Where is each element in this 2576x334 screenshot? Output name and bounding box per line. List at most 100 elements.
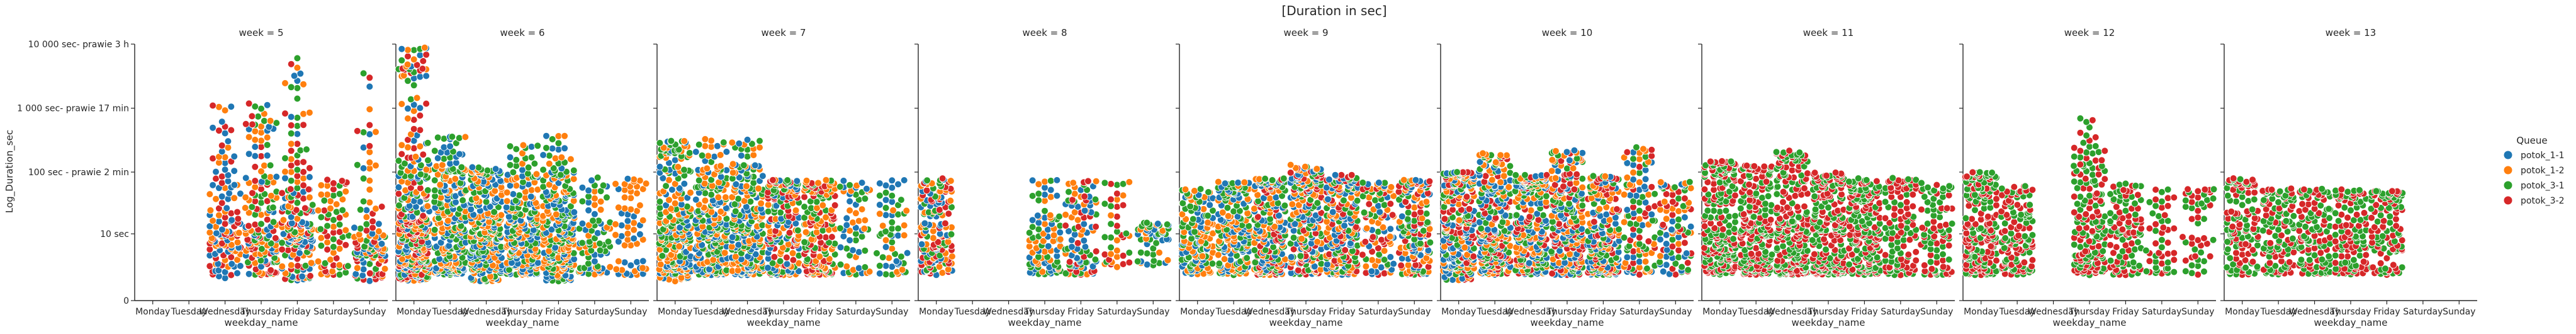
data-point [836,260,845,268]
data-point [327,256,334,263]
data-point [265,123,273,131]
data-point [849,219,857,226]
data-point [293,159,301,167]
x-tick-label: Monday [1441,307,1476,317]
data-point [548,135,556,143]
facet-title: week = 9 [1283,27,1328,38]
data-point [234,215,242,223]
data-point [215,103,223,111]
data-point [1302,163,1309,171]
data-point [636,202,644,209]
data-point [680,166,688,174]
data-point [430,147,439,155]
data-point [286,185,295,193]
data-point [591,257,599,265]
data-point [422,72,430,80]
data-point [293,172,301,180]
data-point [894,180,902,188]
data-point [1363,224,1371,233]
data-point [381,265,389,273]
data-point [578,239,586,247]
data-point [1053,176,1061,184]
data-point [633,258,641,266]
data-point [1066,258,1074,266]
data-point [855,264,863,272]
data-point [1091,195,1100,204]
data-point [784,176,791,184]
data-point [1387,183,1395,191]
data-point [251,143,259,151]
data-point [1143,250,1151,257]
data-point [254,113,262,120]
data-point [855,217,863,225]
data-point [398,100,406,108]
data-point [338,177,346,185]
data-point [548,144,556,153]
data-point [1133,257,1142,265]
data-point [419,151,427,159]
data-point [233,238,242,246]
data-point [266,173,274,181]
data-point [209,217,217,225]
data-point [876,201,884,209]
data-point [843,245,851,253]
data-point [621,193,629,202]
data-point [503,197,511,205]
data-point [241,204,249,212]
x-tick-label: Friday [1329,307,1355,317]
data-point [732,207,740,216]
data-point [1378,236,1385,244]
data-point [293,114,301,122]
data-point [306,173,313,181]
data-point [306,164,313,172]
data-point [1047,177,1055,185]
data-point [419,57,427,65]
data-point [750,179,758,187]
data-point [353,127,361,135]
data-point [888,192,896,200]
data-point [614,204,622,212]
data-point [1041,178,1049,186]
data-point [233,256,241,264]
data-point [287,140,295,148]
data-point [440,155,448,163]
data-point [1069,179,1077,187]
data-point [1287,253,1295,261]
data-point [363,206,371,214]
data-point [1324,260,1331,268]
swarm-points [1178,161,1434,279]
data-point [1041,207,1049,215]
data-point [224,171,232,179]
data-point [307,259,315,267]
data-point [843,221,851,229]
data-point [723,148,731,156]
data-point [451,175,459,183]
data-point [330,222,337,231]
data-point [293,54,301,62]
data-point [329,267,336,275]
data-point [836,183,844,191]
data-point [1125,249,1133,256]
data-point [335,221,344,229]
data-point [876,180,884,187]
data-point [369,224,376,232]
data-point [332,200,340,208]
data-point [1113,253,1121,261]
data-point [351,224,358,232]
data-point [743,182,750,190]
data-point [221,274,229,282]
data-point [873,250,880,257]
data-point [366,199,374,207]
swarm-points [394,43,650,285]
data-point [1152,239,1160,247]
data-point [412,153,420,161]
data-point [1122,229,1130,238]
data-point [543,144,550,152]
facet-title: week = 6 [500,27,544,38]
x-tick-label: Sunday [614,307,647,317]
data-point [1261,175,1269,183]
data-point [591,210,599,218]
data-point [359,164,368,172]
data-point [527,143,536,151]
